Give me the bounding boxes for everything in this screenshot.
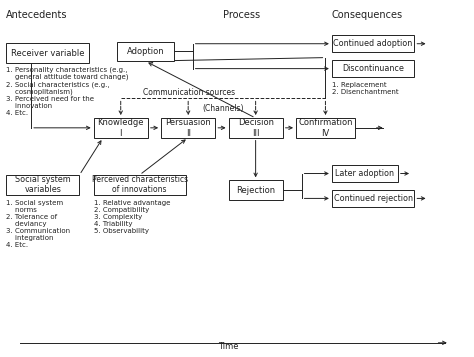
FancyBboxPatch shape <box>6 175 80 195</box>
Text: Knowledge
I: Knowledge I <box>98 118 144 137</box>
Text: Communication sources: Communication sources <box>143 89 235 97</box>
FancyBboxPatch shape <box>117 41 174 61</box>
Text: Continued rejection: Continued rejection <box>334 194 412 203</box>
Text: 1. Personality characteristics (e.g.,
    general attitude toward change)
2. Soc: 1. Personality characteristics (e.g., ge… <box>6 66 129 116</box>
FancyBboxPatch shape <box>161 118 215 137</box>
Text: Continued adoption: Continued adoption <box>333 39 413 48</box>
FancyBboxPatch shape <box>332 190 414 207</box>
Text: Persuasion
II: Persuasion II <box>165 118 211 137</box>
Text: Process: Process <box>223 10 260 20</box>
Text: Perceived characteristics
of innovations: Perceived characteristics of innovations <box>91 175 188 195</box>
FancyBboxPatch shape <box>228 118 283 137</box>
FancyBboxPatch shape <box>93 175 186 195</box>
Text: 1. Replacement
2. Disenchantment: 1. Replacement 2. Disenchantment <box>332 82 399 95</box>
Text: Adoption: Adoption <box>127 47 164 56</box>
Text: Later adoption: Later adoption <box>335 169 394 178</box>
Text: (Channels): (Channels) <box>202 104 244 113</box>
FancyBboxPatch shape <box>332 165 398 182</box>
FancyBboxPatch shape <box>228 180 283 200</box>
Text: 1. Social system
    norms
2. Tolerance of
    deviancy
3. Communication
    int: 1. Social system norms 2. Tolerance of d… <box>6 200 71 248</box>
Text: Confirmation
IV: Confirmation IV <box>298 118 353 137</box>
FancyBboxPatch shape <box>6 43 89 63</box>
Text: Consequences: Consequences <box>332 10 403 20</box>
FancyBboxPatch shape <box>93 118 148 137</box>
Text: Receiver variable: Receiver variable <box>11 49 84 57</box>
Text: Discontinuance: Discontinuance <box>342 64 404 73</box>
Text: Time: Time <box>218 342 238 351</box>
Text: Decision
III: Decision III <box>237 118 273 137</box>
Text: Social system
variables: Social system variables <box>15 175 71 195</box>
FancyBboxPatch shape <box>332 35 414 52</box>
Text: 1. Relative advantage
2. Compatibility
3. Complexity
4. Triability
5. Observabil: 1. Relative advantage 2. Compatibility 3… <box>93 200 170 234</box>
FancyBboxPatch shape <box>332 60 414 77</box>
Text: Rejection: Rejection <box>236 186 275 195</box>
FancyBboxPatch shape <box>296 118 355 137</box>
Text: Antecedents: Antecedents <box>6 10 68 20</box>
